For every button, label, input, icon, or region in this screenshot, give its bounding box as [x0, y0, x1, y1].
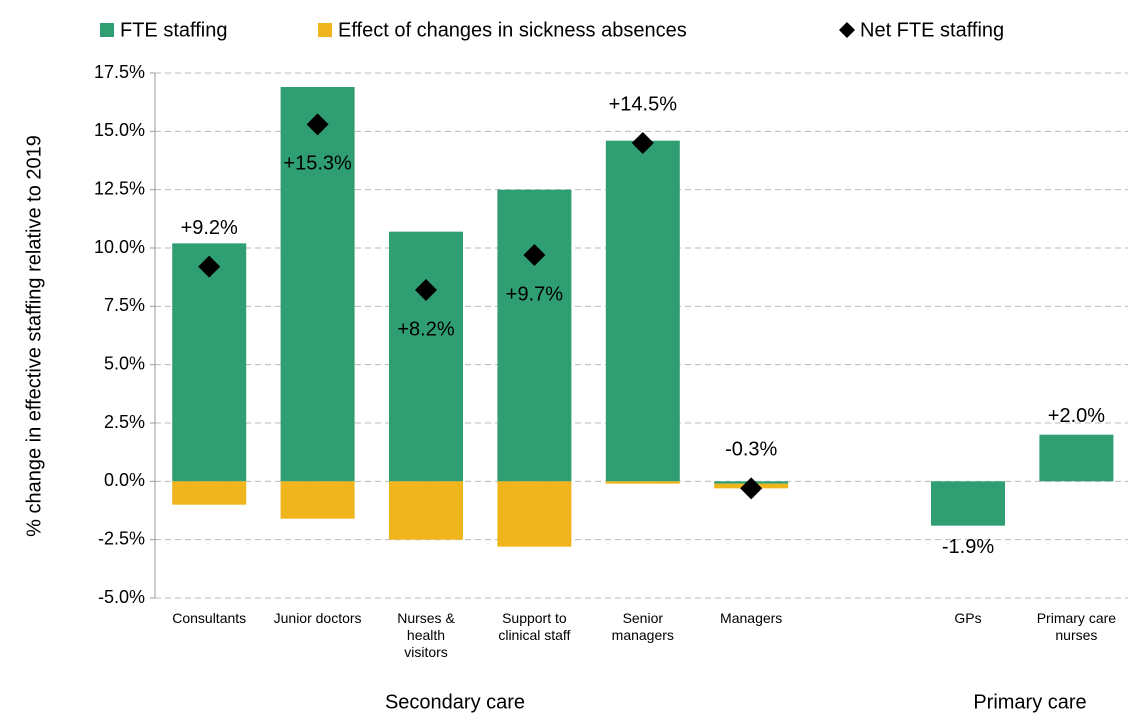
legend-label: Net FTE staffing [860, 19, 1004, 41]
legend-label: Effect of changes in sickness absences [338, 19, 687, 41]
x-tick-label: Managers [720, 610, 783, 626]
bar [389, 231, 463, 482]
x-tick-label: Senior managers [611, 610, 674, 643]
y-tick-label: -2.5% [98, 528, 145, 548]
bar [172, 481, 247, 505]
value-label: +14.5% [609, 93, 678, 115]
marker [198, 255, 221, 278]
x-tick-label: GPs [954, 610, 982, 626]
y-tick-label: 15.0% [94, 120, 145, 140]
legend-swatch [100, 23, 114, 37]
y-tick-label: -5.0% [98, 587, 145, 607]
bar [1039, 434, 1114, 482]
y-tick-label: 5.0% [104, 353, 145, 373]
marker [740, 477, 763, 500]
x-tick-label: Support to clinical staff [498, 610, 571, 643]
bar [280, 481, 355, 519]
marker [523, 244, 546, 266]
value-label: -1.9% [942, 536, 994, 558]
bar [389, 481, 463, 540]
marker [306, 113, 329, 136]
value-label: +9.2% [181, 217, 238, 239]
value-label: +15.3% [283, 153, 352, 175]
group-label: Secondary care [385, 691, 525, 713]
value-label: +2.0% [1048, 405, 1105, 427]
value-label: -0.3% [725, 439, 777, 461]
bar [497, 189, 572, 482]
marker [631, 132, 654, 154]
bar [497, 481, 572, 547]
bar [931, 481, 1005, 526]
bar [172, 243, 247, 482]
value-label: +9.7% [506, 283, 563, 305]
y-tick-label: 12.5% [94, 178, 145, 198]
value-label: +8.2% [397, 318, 454, 340]
group-label: Primary care [973, 691, 1086, 713]
bar [280, 87, 355, 482]
marker [415, 279, 437, 301]
legend-swatch [318, 23, 332, 37]
x-tick-label: Nurses & health visitors [397, 610, 455, 660]
legend-label: FTE staffing [120, 19, 227, 41]
y-tick-label: 17.5% [94, 62, 145, 82]
x-tick-label: Consultants [172, 610, 247, 626]
x-tick-label: Junior doctors [273, 610, 362, 626]
y-tick-label: 0.0% [104, 470, 145, 490]
y-tick-label: 10.0% [94, 237, 145, 257]
y-axis-title: % change in effective staffing relative … [23, 135, 45, 537]
x-tick-label: Primary care nurses [1036, 610, 1117, 643]
bar [605, 481, 680, 484]
y-tick-label: 2.5% [104, 412, 145, 432]
bar [605, 140, 680, 482]
legend-marker [839, 22, 855, 38]
y-tick-label: 7.5% [104, 295, 145, 315]
